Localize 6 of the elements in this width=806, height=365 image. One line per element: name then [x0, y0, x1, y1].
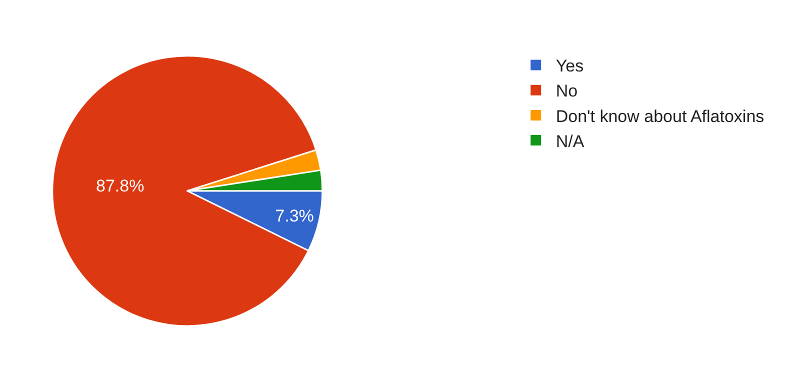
data-label: 7.3% — [275, 206, 314, 226]
legend-label: No — [556, 82, 578, 101]
data-label: 87.8% — [96, 176, 144, 196]
legend-label: N/A — [556, 132, 585, 151]
legend-label: Yes — [556, 56, 584, 76]
legend-label: Don't know about Aflatoxins — [556, 106, 764, 126]
